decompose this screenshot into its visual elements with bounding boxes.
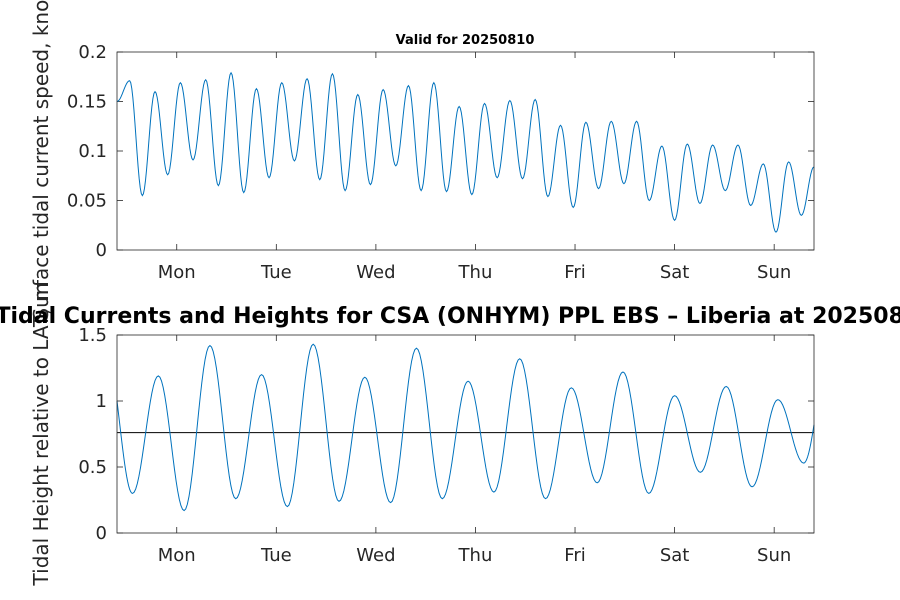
speed-axes-box	[116, 51, 815, 251]
height-x-tick-label: Fri	[564, 545, 585, 566]
speed-x-tick-label: Sat	[660, 262, 690, 283]
height-y-axis-label: Tidal Height relative to LAT, m	[29, 283, 53, 587]
speed-y-tick-label: 0.1	[78, 141, 107, 162]
speed-series-line	[116, 71, 815, 233]
height-x-tick-label: Mon	[158, 545, 196, 566]
speed-x-tick-label: Mon	[158, 262, 196, 283]
height-series-line	[116, 343, 815, 512]
speed-chart-title: Valid for 20250810	[396, 33, 535, 48]
height-x-tick-label: Sat	[660, 545, 690, 566]
speed-y-tick-label: 0.15	[67, 92, 107, 113]
speed-y-tick-label: 0.05	[67, 191, 107, 212]
speed-x-tick-label: Fri	[564, 262, 585, 283]
height-plot-area	[117, 335, 814, 533]
speed-chart: 0 0.05 0.1 0.15 0.2 Mon Tue Wed Thu Fri Sat Sun Va…	[29, 0, 815, 321]
speed-y-tick-label: 0	[96, 240, 107, 261]
speed-x-tick-label: Thu	[458, 262, 493, 283]
speed-x-tick-label: Sun	[757, 262, 791, 283]
height-x-tick-label: Thu	[458, 545, 493, 566]
speed-y-axis-label: Surface tidal current speed, knots	[29, 0, 53, 321]
height-x-tick-label: Wed	[356, 545, 395, 566]
height-y-tick-label: 1.5	[78, 325, 107, 346]
speed-x-tick-label: Tue	[260, 262, 292, 283]
height-axes-box	[116, 334, 815, 534]
height-y-tick-label: 0.5	[78, 457, 107, 478]
height-x-tick-label: Sun	[757, 545, 791, 566]
speed-y-tick-label: 0.2	[78, 42, 107, 63]
figure-title: Tidal Currents and Heights for CSA (ONHY…	[0, 304, 900, 329]
height-y-tick-label: 1	[96, 391, 107, 412]
height-x-tick-label: Tue	[260, 545, 292, 566]
height-chart: 0 0.5 1 1.5 Mon Tue Wed Thu Fri Sat Sun Tidal Hei…	[29, 283, 815, 587]
speed-x-tick-label: Wed	[356, 262, 395, 283]
height-y-tick-label: 0	[96, 523, 107, 544]
